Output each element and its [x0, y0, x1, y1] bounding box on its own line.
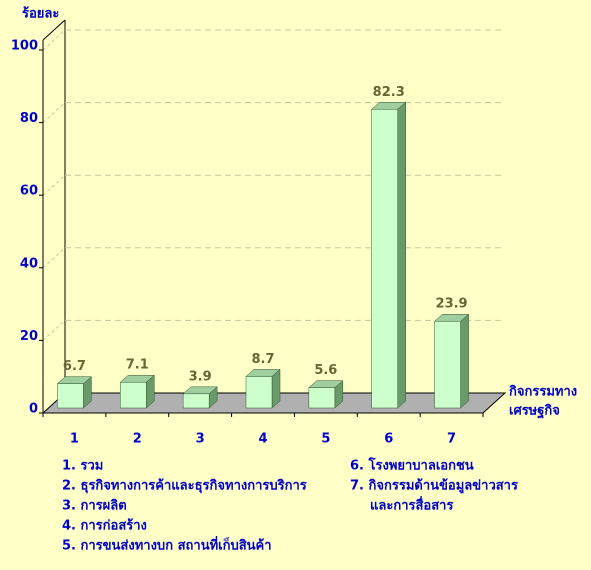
note: และการสื่อสาร [370, 496, 453, 514]
note: 1. รวม [62, 459, 103, 474]
bar [308, 387, 336, 409]
y-tick-label: 60 [20, 184, 38, 199]
y-tick-label: 20 [20, 329, 38, 344]
y-tick-label: 40 [20, 256, 38, 271]
bar [434, 320, 461, 409]
x-tick-label: 6 [384, 432, 393, 447]
grid-depth [42, 247, 66, 269]
y-tick-label: 0 [29, 402, 38, 417]
x-tick-label: 1 [70, 432, 79, 447]
grid-depth [42, 174, 66, 196]
value-label: 23.9 [436, 297, 468, 312]
value-label: 6.7 [63, 359, 86, 374]
x-tick-label: 7 [447, 432, 456, 447]
bar-side [460, 313, 469, 409]
bar [120, 381, 147, 409]
grid-depth [42, 102, 66, 123]
grid-depth [42, 320, 66, 341]
x-axis-label: เศรษฐกิจ [509, 404, 560, 420]
depth-edge [42, 19, 66, 41]
value-label: 82.3 [373, 85, 405, 100]
value-label: 7.1 [126, 358, 149, 373]
value-label: 5.6 [314, 363, 337, 378]
value-label: 3.9 [189, 369, 212, 384]
bar [182, 393, 210, 409]
note: 4. การก่อสร้าง [62, 518, 147, 534]
bar [57, 383, 84, 409]
value-label: 8.7 [251, 352, 274, 367]
bar-side [397, 101, 406, 409]
bar [245, 376, 273, 409]
y-tick-label: 100 [11, 39, 38, 54]
x-tick-label: 2 [133, 432, 142, 447]
note: 2. ธุรกิจทางการค้าและธุรกิจทางการบริการ [62, 478, 307, 494]
x-tick-label: 4 [258, 432, 267, 447]
x-tick-label: 3 [196, 432, 205, 447]
note: 3. การผลิต [62, 499, 127, 514]
grid-depth [42, 29, 66, 51]
x-axis-label: กิจกรรมทาง [509, 385, 577, 400]
x-tick-label: 5 [321, 432, 330, 447]
note: 7. กิจกรรมด้านข้อมูลข่าวสาร [350, 478, 518, 494]
bar [371, 109, 398, 409]
note: 6. โรงพยาบาลเอกชน [350, 457, 474, 474]
y-axis-label: ร้อยละ [22, 6, 59, 22]
y-tick-label: 80 [20, 111, 38, 126]
note: 5. การขนส่งทางบก สถานที่เก็บสินค้า [62, 536, 272, 554]
